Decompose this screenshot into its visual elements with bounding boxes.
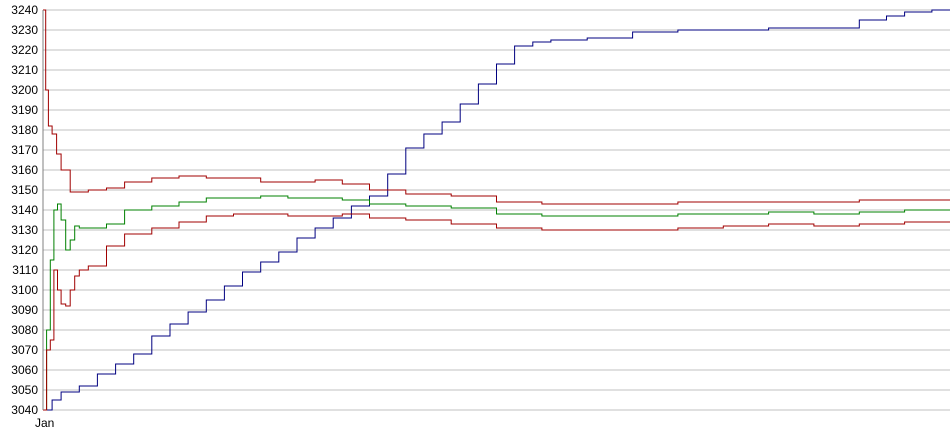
y-tick-label: 3140 [11, 203, 38, 217]
series-line-1 [43, 9, 950, 411]
y-tick-label: 3240 [11, 3, 38, 17]
x-tick-label-first: Jan [35, 416, 54, 430]
x-axis-tick-labels: Jan [35, 416, 54, 430]
y-tick-label: 3230 [11, 23, 38, 37]
y-tick-label: 3210 [11, 63, 38, 77]
series-line-3 [43, 195, 950, 411]
y-tick-label: 3150 [11, 183, 38, 197]
y-tick-label: 3200 [11, 83, 38, 97]
y-tick-label: 3130 [11, 223, 38, 237]
series-line-4 [43, 213, 950, 411]
y-tick-label: 3170 [11, 143, 38, 157]
y-tick-label: 3220 [11, 43, 38, 57]
y-tick-label: 3080 [11, 323, 38, 337]
y-tick-label: 3120 [11, 243, 38, 257]
y-tick-label: 3060 [11, 363, 38, 377]
y-tick-label: 3070 [11, 343, 38, 357]
y-tick-label: 3100 [11, 283, 38, 297]
series-line-2 [43, 9, 950, 205]
y-tick-label: 3190 [11, 103, 38, 117]
y-tick-label: 3180 [11, 123, 38, 137]
y-axis-tick-labels: 3040 3050 3060 3070 3080 3090 3100 3110 3120 3130… [11, 3, 38, 417]
y-tick-label: 3160 [11, 163, 38, 177]
y-tick-label: 3040 [11, 403, 38, 417]
y-tick-label: 3050 [11, 383, 38, 397]
y-tick-label: 3110 [12, 263, 38, 277]
series-lines [43, 9, 950, 411]
y-tick-label: 3090 [11, 303, 38, 317]
